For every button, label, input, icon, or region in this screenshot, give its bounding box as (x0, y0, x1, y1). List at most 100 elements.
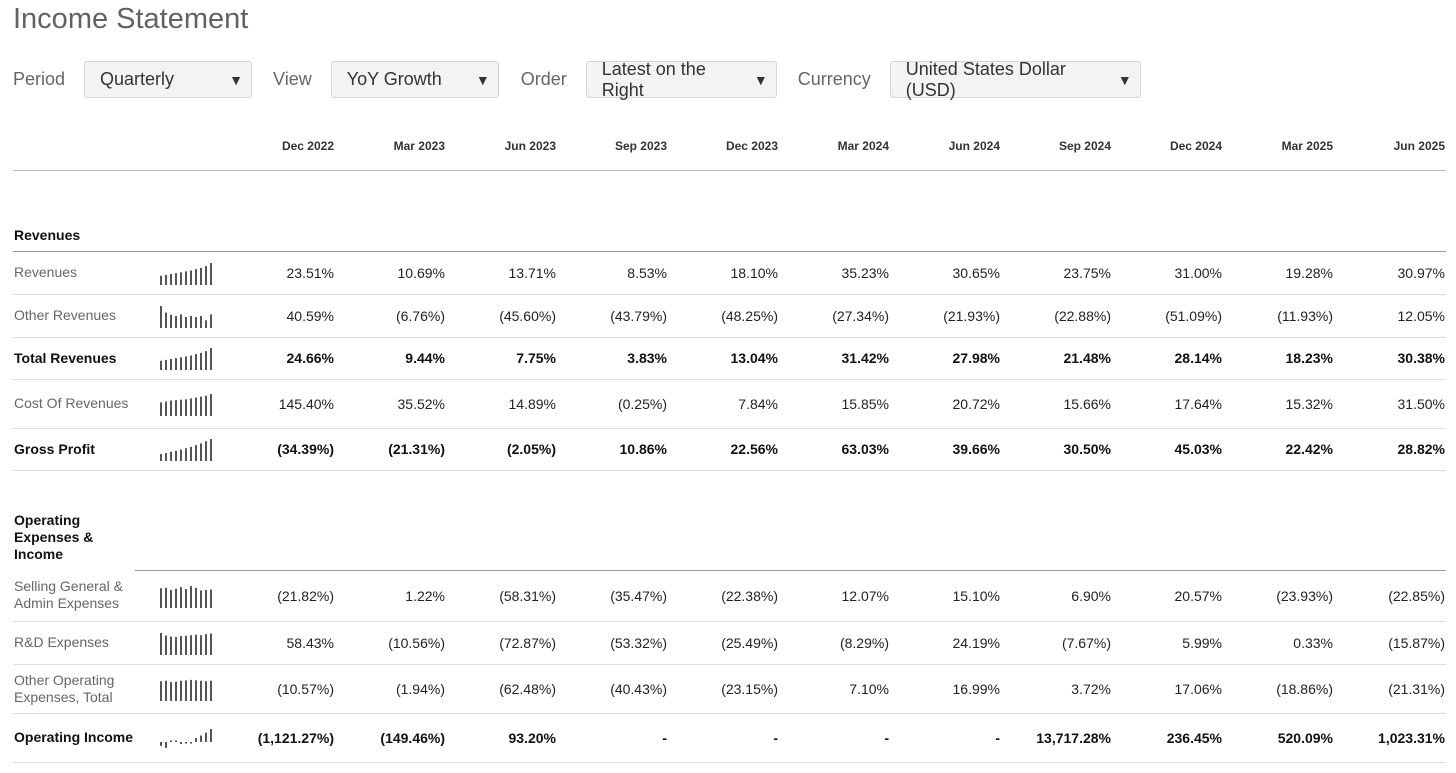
table-cell: (27.34%) (779, 294, 890, 338)
sparkline-bar (175, 272, 177, 285)
table-cell: - (890, 713, 1001, 763)
period-select[interactable]: Quarterly ▼ (84, 61, 253, 98)
sparkline-chart[interactable] (135, 428, 224, 471)
table-cell: 17.06% (1112, 664, 1223, 714)
sparkline-bar (205, 265, 207, 285)
table-cell: (22.38%) (668, 570, 779, 622)
sparkline-bar (200, 589, 202, 608)
row-label: Operating Income (13, 713, 135, 763)
sparkline-bar (185, 270, 187, 285)
table-cell: 145.40% (224, 379, 335, 429)
column-header[interactable]: Jun 2023 (446, 122, 557, 171)
column-header[interactable]: Sep 2024 (1001, 122, 1112, 171)
section-header-row: Revenues (13, 170, 1446, 252)
table-cell: 5.99% (1112, 621, 1223, 665)
table-row[interactable]: Cost Of Revenues 145.40% 35.52% 14.89% (0.25… (13, 379, 1446, 429)
table-row[interactable]: Total Revenues 24.66% 9.44% 7.75% 3.83% 13.04… (13, 337, 1446, 380)
sparkline-chart[interactable] (135, 379, 224, 429)
table-cell: (58.31%) (446, 570, 557, 622)
sparkline-chart[interactable] (135, 570, 224, 622)
table-row[interactable]: Revenues 23.51% 10.69% 13.71% 8.53% 18.10% 35.… (13, 251, 1446, 295)
table-cell: 21.48% (1001, 337, 1112, 380)
table-cell: 9.44% (335, 337, 446, 380)
sparkline-bar (175, 315, 177, 328)
table-cell: 31.50% (1334, 379, 1446, 429)
sparkline-bar (210, 439, 212, 461)
table-cell: 15.10% (890, 570, 1001, 622)
table-cell: 12.05% (1334, 294, 1446, 338)
table-cell: 13.04% (668, 337, 779, 380)
order-select[interactable]: Latest on the Right ▼ (585, 59, 777, 100)
sparkline-bar (205, 732, 207, 742)
sparkline-bar (160, 632, 162, 655)
sparkline-chart[interactable] (135, 621, 224, 665)
column-header[interactable]: Mar 2025 (1223, 122, 1334, 171)
table-cell: 93.20% (446, 713, 557, 763)
table-cell: (72.87%) (446, 621, 557, 665)
sparkline-icon (160, 679, 212, 701)
column-header[interactable]: Mar 2023 (335, 122, 446, 171)
table-cell: 22.42% (1223, 428, 1334, 471)
column-header[interactable]: Dec 2024 (1112, 122, 1223, 171)
view-select[interactable]: YoY Growth ▼ (330, 61, 499, 98)
row-label: Gross Profit (13, 428, 135, 471)
table-cell: 23.51% (224, 251, 335, 295)
view-select-value: YoY Growth (346, 69, 442, 89)
table-cell: (21.31%) (1334, 664, 1446, 714)
table-cell: (53.32%) (557, 621, 668, 665)
sparkline-bar (170, 739, 172, 742)
chevron-down-icon: ▼ (475, 71, 490, 88)
sparkline-bar (190, 355, 192, 370)
table-cell: (51.09%) (1112, 294, 1223, 338)
table-row[interactable]: Other Revenues 40.59% (6.76%) (45.60%) (43.7… (13, 294, 1446, 338)
sparkline-bar (210, 680, 212, 701)
column-header[interactable]: Sep 2023 (557, 122, 668, 171)
table-cell: 22.56% (668, 428, 779, 471)
sparkline-bar (165, 274, 167, 285)
table-cell: (8.29%) (779, 621, 890, 665)
sparkline-bar (180, 741, 182, 744)
column-header[interactable]: Mar 2024 (779, 122, 890, 171)
chevron-down-icon: ▼ (229, 71, 244, 88)
table-cell: (23.93%) (1223, 570, 1334, 622)
column-header[interactable]: Jun 2025 (1334, 122, 1446, 171)
table-cell: (1.94%) (335, 664, 446, 714)
table-row[interactable]: Other Operating Expenses, Total (10.57%)(… (13, 664, 1446, 714)
sparkline-bar (185, 448, 187, 461)
sparkline-bar (185, 635, 187, 655)
table-row[interactable]: Gross Profit (34.39%) (21.31%) (2.05%) 10.86… (13, 428, 1446, 471)
sparkline-bar (190, 397, 192, 416)
table-cell: - (557, 713, 668, 763)
sparkline-chart[interactable] (135, 294, 224, 338)
sparkline-bar (175, 681, 177, 701)
table-cell: 31.00% (1112, 251, 1223, 295)
table-cell: 35.23% (779, 251, 890, 295)
sparkline-bar (210, 393, 212, 416)
column-header[interactable]: Dec 2023 (668, 122, 779, 171)
sparkline-chart[interactable] (135, 251, 224, 295)
table-cell: 27.98% (890, 337, 1001, 380)
currency-select[interactable]: United States Dollar (USD) ▼ (889, 59, 1141, 100)
sparkline-bar (165, 312, 167, 328)
table-row[interactable]: Selling General & Admin Expenses (21.82%)… (13, 570, 1446, 622)
section-divider (135, 170, 1446, 252)
table-row[interactable]: Operating Income (1,121.27%) (149.46%) 93.2… (13, 713, 1446, 763)
sparkline-chart[interactable] (135, 713, 224, 763)
sparkline-bar (160, 401, 162, 416)
sparkline-icon (160, 632, 212, 655)
column-header[interactable]: Dec 2022 (224, 122, 335, 171)
sparkline-bar (170, 273, 172, 285)
table-row[interactable]: R&D Expenses 58.43% (10.56%) (72.87%) (53.32… (13, 621, 1446, 665)
table-cell: 18.23% (1223, 337, 1334, 380)
table-cell: 31.42% (779, 337, 890, 380)
sparkline-bar (170, 451, 172, 461)
sparkline-bar (170, 400, 172, 416)
table-cell: 58.43% (224, 621, 335, 665)
sparkline-icon (160, 305, 212, 328)
column-header[interactable]: Jun 2024 (890, 122, 1001, 171)
sparkline-chart[interactable] (135, 664, 224, 714)
sparkline-bar (165, 741, 167, 748)
table-cell: 3.83% (557, 337, 668, 380)
sparkline-chart[interactable] (135, 337, 224, 380)
sparkline-bar (210, 632, 212, 655)
